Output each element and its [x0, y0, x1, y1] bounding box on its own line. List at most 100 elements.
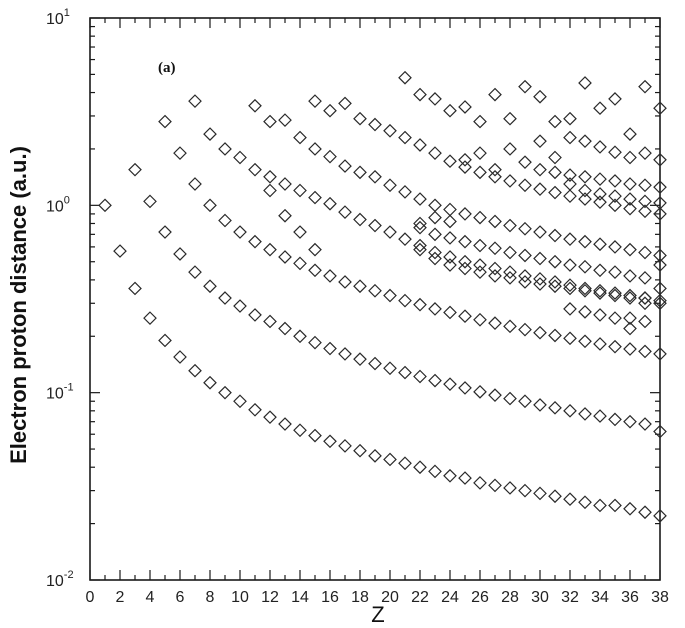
data-point [563, 189, 577, 203]
data-point [488, 87, 502, 102]
data-point [653, 152, 667, 167]
data-point [518, 394, 532, 409]
data-point [608, 265, 622, 279]
data-point [533, 182, 547, 197]
data-point [278, 208, 292, 223]
data-point [233, 225, 247, 239]
data-point [458, 160, 472, 174]
data-point [338, 347, 352, 361]
x-tick-label: 6 [176, 589, 185, 606]
data-point [218, 142, 232, 156]
data-point [233, 299, 247, 313]
data-point [518, 155, 532, 170]
data-point [203, 198, 217, 213]
data-point [263, 183, 277, 198]
data-point [503, 111, 517, 126]
data-point [503, 319, 517, 334]
data-point [323, 196, 337, 211]
data-point [398, 232, 412, 246]
data-point [293, 423, 307, 438]
data-point [308, 263, 322, 278]
data-point [593, 409, 607, 423]
data-point [548, 114, 562, 129]
data-point [323, 341, 337, 356]
data-point [578, 334, 592, 349]
data-point [263, 410, 277, 425]
data-point [218, 291, 232, 305]
data-point [368, 283, 382, 298]
data-point [473, 265, 487, 279]
data-point [308, 428, 322, 443]
data-point [338, 439, 352, 453]
data-point [233, 394, 247, 409]
data-point [293, 183, 307, 198]
data-point [383, 225, 397, 239]
data-point [413, 138, 427, 152]
plot-frame [89, 17, 661, 581]
data-point [608, 240, 622, 254]
data-point [548, 328, 562, 343]
data-point [653, 207, 667, 221]
x-tick-label: 12 [261, 589, 279, 606]
data-point [488, 214, 502, 229]
data-point [458, 234, 472, 249]
data-point [563, 232, 577, 246]
data-point [563, 302, 577, 316]
data-point [443, 258, 457, 272]
data-point [473, 165, 487, 180]
data-point [533, 486, 547, 501]
data-point [653, 258, 667, 272]
data-point [653, 101, 667, 116]
data-point [98, 198, 112, 213]
data-point [383, 361, 397, 376]
x-axis-title: Z [371, 602, 384, 627]
data-point [518, 275, 532, 289]
data-point [533, 134, 547, 149]
data-point [413, 216, 427, 231]
data-point [608, 339, 622, 354]
data-point [608, 498, 622, 513]
data-point [368, 218, 382, 233]
data-point [473, 385, 487, 399]
data-point [623, 177, 637, 191]
data-point [578, 305, 592, 319]
data-point [353, 111, 367, 126]
data-point [518, 79, 532, 94]
data-point [413, 297, 427, 312]
data-point [263, 114, 277, 129]
data-point [638, 178, 652, 193]
data-point [413, 238, 427, 253]
data-point [638, 79, 652, 94]
data-point [353, 212, 367, 227]
data-point [338, 159, 352, 173]
data-point [578, 134, 592, 149]
x-tick-label: 30 [531, 589, 549, 606]
data-point [398, 130, 412, 145]
data-point [578, 76, 592, 90]
data-point [338, 205, 352, 219]
data-point [638, 146, 652, 160]
data-point [653, 281, 667, 296]
data-point [623, 269, 637, 283]
data-point [278, 417, 292, 431]
data-point [593, 263, 607, 278]
data-point [623, 242, 637, 257]
x-tick-label: 8 [206, 589, 215, 606]
data-point [248, 402, 262, 417]
data-point [578, 281, 592, 296]
data-point [353, 443, 367, 458]
data-point [638, 505, 652, 520]
data-point [443, 103, 457, 118]
data-point [173, 146, 187, 160]
data-point [173, 350, 187, 364]
data-point [503, 481, 517, 495]
data-point [263, 314, 277, 329]
data-point [653, 424, 667, 439]
data-point [188, 363, 202, 378]
data-point [488, 261, 502, 276]
data-point [383, 452, 397, 467]
data-point [428, 251, 442, 266]
data-point [443, 154, 457, 169]
data-point [353, 352, 367, 366]
